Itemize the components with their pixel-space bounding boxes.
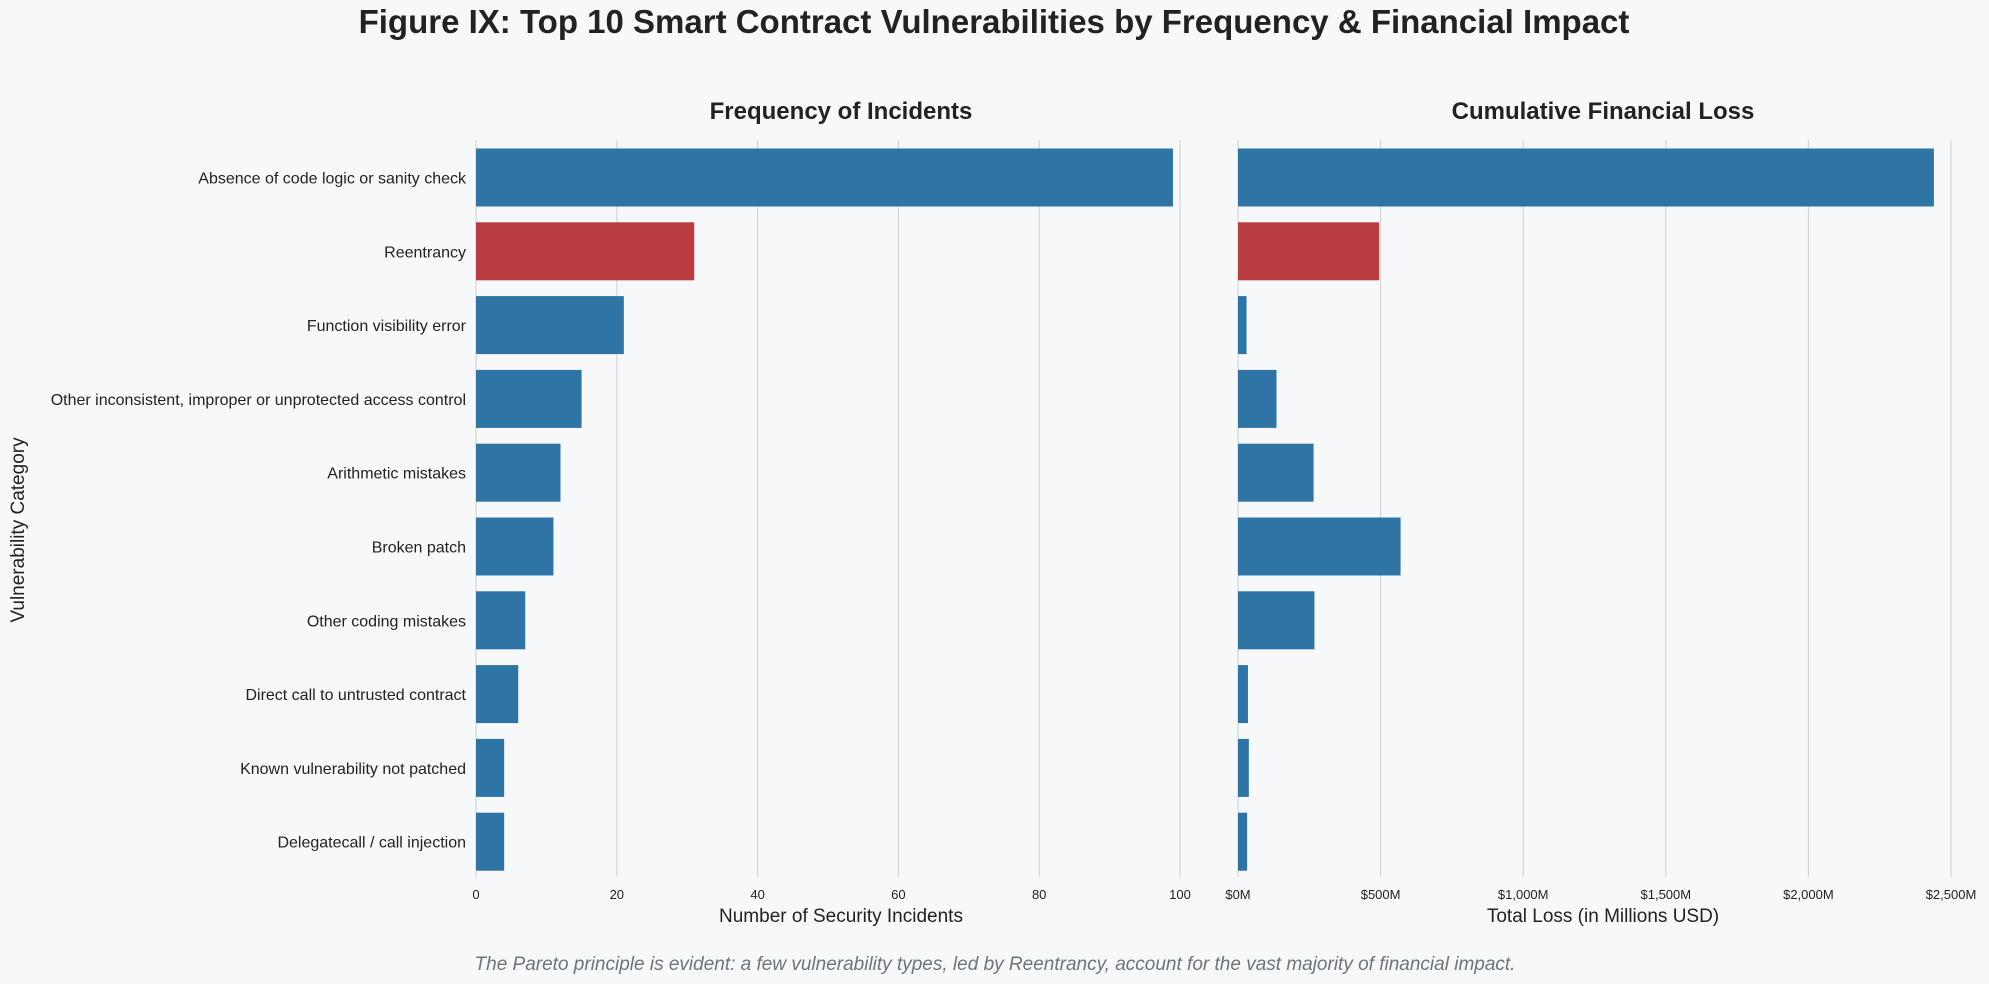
financial-loss-bar-other-coding-mistakes [1238, 591, 1315, 650]
figure-caption: The Pareto principle is evident: a few v… [475, 954, 1516, 975]
financial-loss-x-tick-label: $2,500M [1926, 887, 1977, 902]
frequency-panel: Frequency of Incidents Absence of code l… [51, 98, 1191, 927]
financial-loss-x-tick-label: $2,000M [1783, 887, 1834, 902]
frequency-bar-other-coding-mistakes [476, 591, 526, 650]
financial-loss-x-tick-label: $0M [1225, 887, 1250, 902]
frequency-x-tick-label: 80 [1032, 887, 1046, 902]
financial-loss-x-axis-label: Total Loss (in Millions USD) [1487, 906, 1719, 927]
frequency-x-ticks: 0 20 40 60 80 100 [472, 887, 1190, 902]
category-label: Direct call to untrusted contract [245, 687, 466, 704]
frequency-bar-other-inconsistent-improper-or-unprotected-access-control [476, 369, 582, 428]
financial-loss-bar-broken-patch [1238, 517, 1401, 576]
frequency-bar-broken-patch [476, 517, 554, 576]
frequency-panel-title: Frequency of Incidents [710, 98, 973, 125]
category-labels: Absence of code logic or sanity check Ree… [51, 171, 467, 852]
frequency-bar-arithmetic-mistakes [476, 443, 561, 502]
financial-loss-bar-function-visibility-error [1238, 296, 1247, 355]
financial-loss-bar-delegatecall-call-injection [1238, 812, 1248, 871]
frequency-x-axis-label: Number of Security Incidents [719, 906, 963, 927]
financial-loss-bars [1238, 148, 1934, 871]
category-label: Delegatecall / call injection [277, 835, 466, 852]
frequency-bar-function-visibility-error [476, 296, 624, 355]
frequency-x-tick-label: 40 [750, 887, 764, 902]
frequency-bar-direct-call-to-untrusted-contract [476, 665, 519, 724]
frequency-x-tick-label: 100 [1169, 887, 1191, 902]
financial-loss-x-ticks: $0M $500M $1,000M $1,500M $2,000M $2,500M [1225, 887, 1976, 902]
financial-loss-bar-absence-of-code-logic-or-sanity-check [1238, 148, 1934, 207]
financial-loss-x-tick-label: $500M [1361, 887, 1401, 902]
financial-loss-bar-other-inconsistent-improper-or-unprotected-access-control [1238, 369, 1277, 428]
frequency-bar-delegatecall-call-injection [476, 812, 505, 871]
financial-loss-x-tick-label: $1,000M [1498, 887, 1549, 902]
frequency-bars [476, 148, 1173, 871]
financial-loss-bar-arithmetic-mistakes [1238, 443, 1314, 502]
frequency-x-tick-label: 60 [891, 887, 905, 902]
financial-loss-bar-direct-call-to-untrusted-contract [1238, 665, 1248, 724]
financial-loss-bar-reentrancy [1238, 222, 1380, 281]
financial-loss-panel: Cumulative Financial Loss $0M $500M $1,000… [1225, 98, 1976, 927]
y-axis-label: Vulnerability Category [8, 437, 29, 623]
category-label: Function visibility error [307, 318, 467, 335]
frequency-x-tick-label: 0 [472, 887, 479, 902]
financial-loss-panel-title: Cumulative Financial Loss [1452, 98, 1755, 125]
category-label: Known vulnerability not patched [240, 761, 466, 778]
frequency-bar-absence-of-code-logic-or-sanity-check [476, 148, 1173, 207]
category-label: Other coding mistakes [307, 613, 466, 630]
category-label: Reentrancy [384, 244, 466, 261]
category-label: Arithmetic mistakes [327, 466, 466, 483]
frequency-x-tick-label: 20 [610, 887, 624, 902]
financial-loss-x-tick-label: $1,500M [1641, 887, 1692, 902]
financial-loss-bar-known-vulnerability-not-patched [1238, 738, 1249, 797]
category-label: Absence of code logic or sanity check [198, 171, 467, 188]
frequency-bar-known-vulnerability-not-patched [476, 738, 505, 797]
category-label: Other inconsistent, improper or unprotec… [51, 392, 466, 409]
category-label: Broken patch [372, 540, 466, 557]
figure-title: Figure IX: Top 10 Smart Contract Vulnera… [359, 3, 1630, 40]
frequency-bar-reentrancy [476, 222, 695, 281]
